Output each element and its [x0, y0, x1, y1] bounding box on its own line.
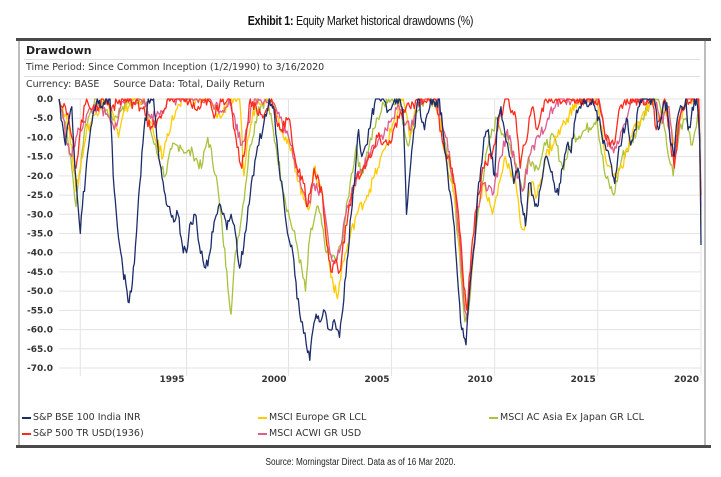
- series-line-msci-ac-asia-ex-japan-gr-lcl: [58, 98, 702, 323]
- legend-item-india[interactable]: S&P BSE 100 India INR: [22, 412, 141, 423]
- series-line-s-p-500-tr-usd-1936: [58, 98, 702, 312]
- y-tick-label: -5.0: [33, 114, 53, 124]
- exhibit-title: Exhibit 1: Equity Market historical draw…: [65, 13, 656, 28]
- source-data-text: Source Data: Total, Daily Return: [113, 79, 265, 90]
- y-tick-label: -60.0: [27, 326, 53, 336]
- y-tick-label: -65.0: [27, 345, 53, 355]
- series-line-s-p-bse-100-india-inr: [58, 98, 702, 361]
- series-lines: [58, 98, 702, 361]
- currency-source-line: Currency: BASE Source Data: Total, Daily …: [26, 79, 698, 90]
- y-tick-label: 0.0: [37, 95, 53, 105]
- y-tick-label: -15.0: [27, 153, 53, 163]
- legend-label: S&P 500 TR USD(1936): [33, 428, 144, 439]
- panel-title: Drawdown: [26, 44, 92, 57]
- legend-swatch: [22, 432, 31, 435]
- y-tick-label: -35.0: [27, 230, 53, 240]
- legend-swatch: [489, 416, 498, 419]
- chart-panel-inner: Drawdown Time Period: Since Common Incep…: [18, 41, 706, 445]
- time-period-text: Time Period: Since Common Inception (1/2…: [26, 62, 325, 73]
- legend-swatch: [258, 432, 267, 435]
- y-tick-label: -20.0: [27, 172, 53, 182]
- y-tick-label: -70.0: [27, 364, 53, 374]
- legend-swatch: [258, 416, 267, 419]
- currency-text: Currency: BASE: [26, 79, 100, 90]
- chart-panel: Drawdown Time Period: Since Common Incep…: [16, 38, 711, 448]
- legend-item-sp500[interactable]: S&P 500 TR USD(1936): [22, 428, 144, 439]
- legend-item-asia-ex-japan[interactable]: MSCI AC Asia Ex Japan GR LCL: [489, 412, 644, 423]
- legend-label: MSCI Europe GR LCL: [269, 412, 367, 423]
- legend-item-acwi[interactable]: MSCI ACWI GR USD: [258, 428, 361, 439]
- legend-label: S&P BSE 100 India INR: [33, 412, 141, 423]
- exhibit-label: Exhibit 1:: [247, 13, 294, 28]
- y-tick-label: -45.0: [27, 268, 53, 278]
- legend-label: MSCI ACWI GR USD: [269, 428, 362, 439]
- y-tick-label: -40.0: [27, 249, 53, 259]
- legend-label: MSCI AC Asia Ex Japan GR LCL: [500, 412, 644, 423]
- header-divider: [24, 59, 700, 60]
- gridlines: [59, 98, 702, 376]
- y-tick-label: -55.0: [27, 306, 53, 316]
- x-tick-label: 2015: [571, 375, 596, 385]
- header-divider: [24, 76, 700, 77]
- x-tick-label: 2005: [365, 375, 390, 385]
- x-tick-label: 2020: [674, 375, 699, 385]
- legend-item-europe[interactable]: MSCI Europe GR LCL: [258, 412, 366, 423]
- legend-swatch: [22, 416, 31, 419]
- x-tick-label: 2000: [261, 375, 286, 385]
- x-tick-label: 2010: [468, 375, 493, 385]
- y-tick-label: -10.0: [27, 133, 53, 143]
- source-note: Source: Morningstar Direct. Data as of 1…: [265, 457, 456, 468]
- x-axis: 1995 2000 2005 2010 2015 2020: [159, 375, 699, 385]
- y-tick-label: -30.0: [27, 210, 53, 220]
- y-tick-label: -50.0: [27, 287, 53, 297]
- y-axis: 0.0 -5.0 -10.0 -15.0 -20.0 -25.0 -30.0 -35.0 -40…: [27, 95, 53, 374]
- exhibit-title-text: Equity Market historical drawdowns (%): [293, 13, 474, 28]
- x-tick-label: 1995: [159, 375, 184, 385]
- y-tick-label: -25.0: [27, 191, 53, 201]
